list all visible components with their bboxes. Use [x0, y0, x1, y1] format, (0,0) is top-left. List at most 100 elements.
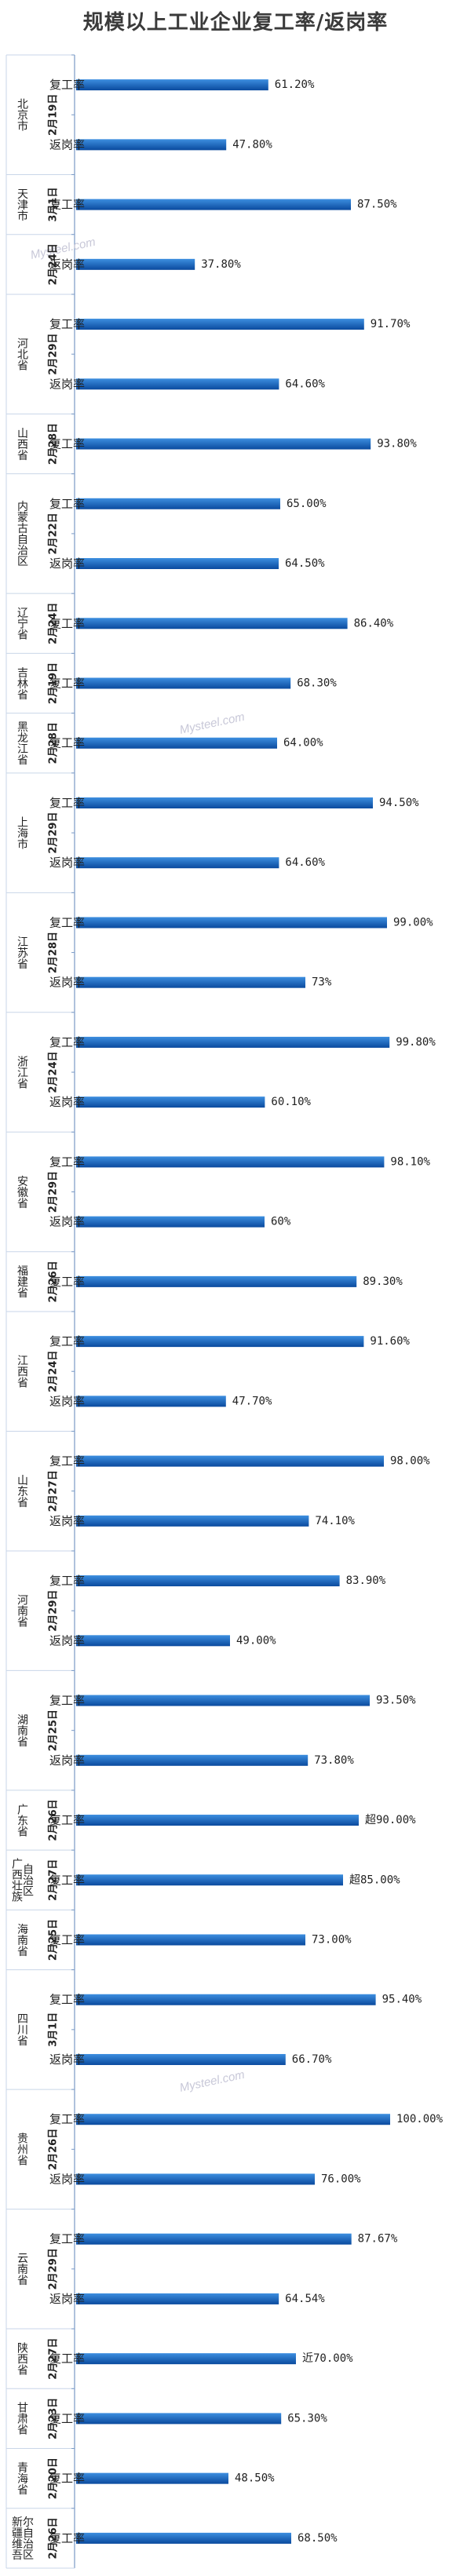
data-label: 91.70% [371, 318, 411, 330]
data-label: 64.60% [285, 378, 325, 390]
region-label: 浙江省 [16, 1056, 28, 1089]
bar [76, 139, 227, 151]
bar [76, 1815, 359, 1826]
metric-label: 复工率 [49, 1155, 85, 1169]
metric-label: 返岗率 [49, 2292, 85, 2306]
date-label: 2月25日 [48, 1709, 60, 1751]
metric-label: 复工率 [49, 1993, 85, 2007]
data-label: 73.80% [314, 1754, 354, 1767]
bar [76, 2293, 279, 2304]
metric-label: 复工率 [49, 1275, 85, 1289]
data-label: 95.40% [382, 1994, 422, 2006]
data-label: 超85.00% [349, 1874, 400, 1886]
bar [76, 498, 280, 509]
metric-label: 复工率 [49, 915, 85, 929]
date-label: 3月1日 [48, 188, 60, 222]
bar [76, 2233, 352, 2245]
bar [76, 1695, 370, 1706]
date-label: 2月26日 [48, 1799, 60, 1841]
bar [76, 319, 364, 330]
region-label: 安徽省 [16, 1176, 28, 1209]
bar [76, 1635, 230, 1647]
bar [76, 1994, 376, 2005]
region-label: 北京市 [16, 98, 28, 131]
date-label: 2月27日 [48, 1470, 60, 1512]
data-label: 68.30% [297, 677, 337, 690]
metric-label: 复工率 [49, 78, 85, 92]
metric-label: 复工率 [49, 1933, 85, 1947]
region-label: 辽宁省 [16, 607, 28, 640]
data-label: 66.70% [292, 2053, 332, 2066]
bar [76, 378, 279, 390]
data-label: 65.00% [287, 498, 327, 510]
bar [76, 558, 279, 570]
data-label: 99.80% [396, 1036, 436, 1049]
metric-label: 复工率 [49, 616, 85, 630]
metric-label: 复工率 [49, 1873, 85, 1887]
region-label: 云南省 [16, 2253, 28, 2286]
date-label: 2月28日 [48, 932, 60, 973]
data-label: 48.50% [235, 2472, 275, 2485]
bar [76, 737, 277, 749]
data-label: 89.30% [363, 1275, 403, 1288]
metric-label: 复工率 [49, 2411, 85, 2425]
metric-label: 返岗率 [49, 2052, 85, 2067]
data-label: 98.00% [390, 1455, 430, 1468]
data-label: 76.00% [321, 2173, 361, 2185]
bar [76, 199, 351, 210]
metric-label: 复工率 [49, 2112, 85, 2126]
bar [76, 857, 279, 869]
metric-label: 复工率 [49, 2232, 85, 2246]
metric-label: 复工率 [49, 1574, 85, 1588]
bar [76, 1874, 343, 1886]
region-label: 青海省 [16, 2462, 28, 2495]
data-label: 60% [271, 1216, 291, 1228]
data-label: 73% [312, 976, 332, 989]
date-label: 2月19日 [48, 662, 60, 704]
region-label: 海南省 [16, 1924, 28, 1957]
date-label: 2月22日 [48, 513, 60, 554]
data-label: 47.70% [232, 1395, 272, 1407]
region-label: 黑龙江省 [16, 721, 28, 765]
metric-label: 复工率 [49, 1035, 85, 1049]
watermark: Mysteel.com [178, 710, 246, 737]
data-label: 49.00% [236, 1634, 276, 1647]
bar [76, 1754, 309, 1766]
data-label: 64.54% [285, 2293, 325, 2305]
metric-label: 复工率 [49, 796, 85, 810]
metric-label: 返岗率 [49, 1394, 85, 1408]
metric-label: 复工率 [49, 497, 85, 511]
metric-label: 返岗率 [49, 976, 85, 990]
metric-label: 返岗率 [49, 2172, 85, 2186]
region-label: 河北省 [16, 338, 28, 370]
region-label: 四川省 [16, 2013, 28, 2046]
date-label: 2月29日 [48, 1171, 60, 1213]
metric-label: 复工率 [49, 437, 85, 451]
region-label: 尔自治区 [21, 2516, 34, 2560]
bar [76, 677, 291, 689]
metric-label: 复工率 [49, 736, 85, 750]
region-label: 自治区 [21, 1863, 34, 1896]
region-label: 吉林省 [16, 667, 28, 700]
date-label: 2月29日 [48, 2248, 60, 2290]
data-label: 47.80% [232, 138, 272, 151]
data-label: 超90.00% [365, 1814, 416, 1826]
metric-label: 返岗率 [49, 1753, 85, 1768]
metric-label: 返岗率 [49, 1215, 85, 1229]
watermark: Mysteel.com [178, 2068, 246, 2095]
date-label: 2月29日 [48, 1590, 60, 1632]
metric-label: 返岗率 [49, 1633, 85, 1647]
data-label: 61.20% [275, 78, 315, 91]
bar [76, 797, 373, 808]
bar [76, 1216, 265, 1228]
bar [76, 976, 305, 988]
region-label: 河南省 [16, 1594, 28, 1627]
region-label: 天津市 [16, 188, 28, 221]
data-label: 73.00% [312, 1934, 352, 1947]
data-label: 91.60% [370, 1335, 410, 1348]
bar [76, 1515, 309, 1527]
data-label: 100.00% [396, 2113, 444, 2125]
metric-label: 复工率 [49, 1813, 85, 1827]
bar [76, 1036, 390, 1048]
data-label: 87.67% [358, 2233, 398, 2246]
